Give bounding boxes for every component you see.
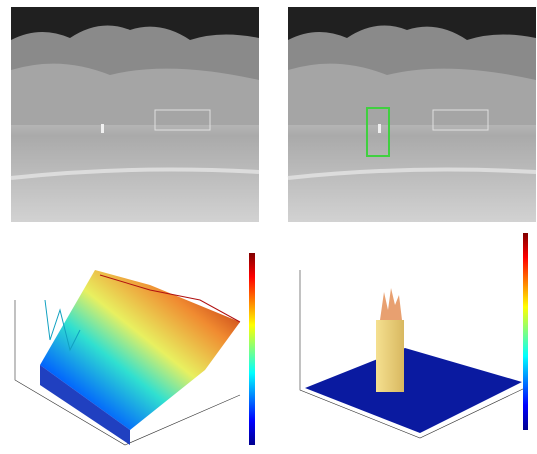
surface-plot-left xyxy=(15,253,255,445)
base-plane xyxy=(305,348,522,433)
peak xyxy=(376,320,404,392)
thermal-image-left xyxy=(11,7,259,222)
figure xyxy=(0,0,537,454)
thermal-image-right xyxy=(288,7,536,222)
peak-top xyxy=(380,288,402,320)
person xyxy=(101,124,104,133)
colorbar xyxy=(249,253,255,445)
person xyxy=(378,124,381,133)
colorbar xyxy=(523,233,528,430)
surface-plot-right xyxy=(300,233,528,438)
